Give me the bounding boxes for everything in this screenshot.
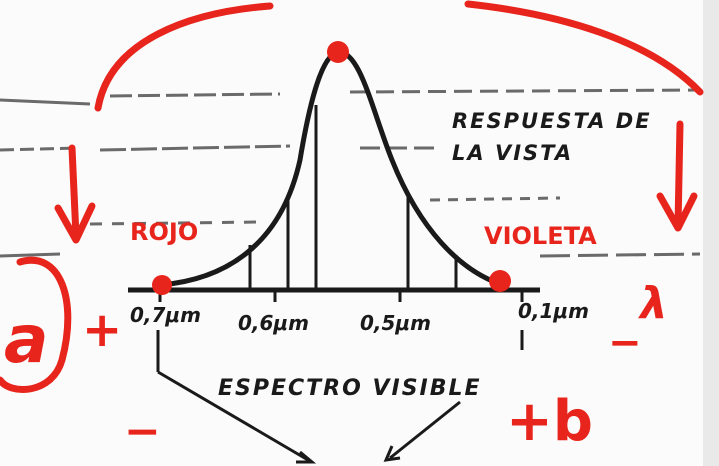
plus-b: +b [506,389,593,454]
tick-label-0-6: 0,6μm [238,311,309,335]
spectrum-label: ESPECTRO VISIBLE [218,376,482,401]
circled-letter: a [4,301,49,378]
violet-end-dot [489,270,511,292]
minus-left: − [124,406,161,457]
marker-annotations [0,0,704,394]
peak-dot [327,41,349,63]
arc-left [94,2,274,112]
arrow-down-left-head [54,202,96,244]
plus-left: + [82,302,122,358]
arrow-down-left-shaft [68,144,80,240]
arrow-down-right-shaft [674,120,684,230]
arrow-down-right-head [656,192,698,232]
scan-edge [703,0,719,466]
curve-hatching [248,105,458,288]
spectrum-bracket [156,330,524,464]
violeta-label: VIOLETA [484,222,597,250]
curve-title-line-2: LA VISTA [452,141,573,165]
circle-around-a [0,256,72,394]
lambda-symbol: λ [638,278,668,329]
eye-response-curve [159,49,501,288]
rojo-label: ROJO [130,218,198,246]
tick-label-0-5: 0,5μm [360,311,431,335]
red-end-dot [152,275,172,295]
arc-right [464,0,704,96]
minus-right: − [608,320,642,366]
tick-label-0-7: 0,7μm [130,303,201,327]
photocopy-noise [0,88,701,258]
curve-title-line-1: RESPUESTA DE [452,109,652,133]
tick-label-0-1: 0,1μm [518,299,589,323]
